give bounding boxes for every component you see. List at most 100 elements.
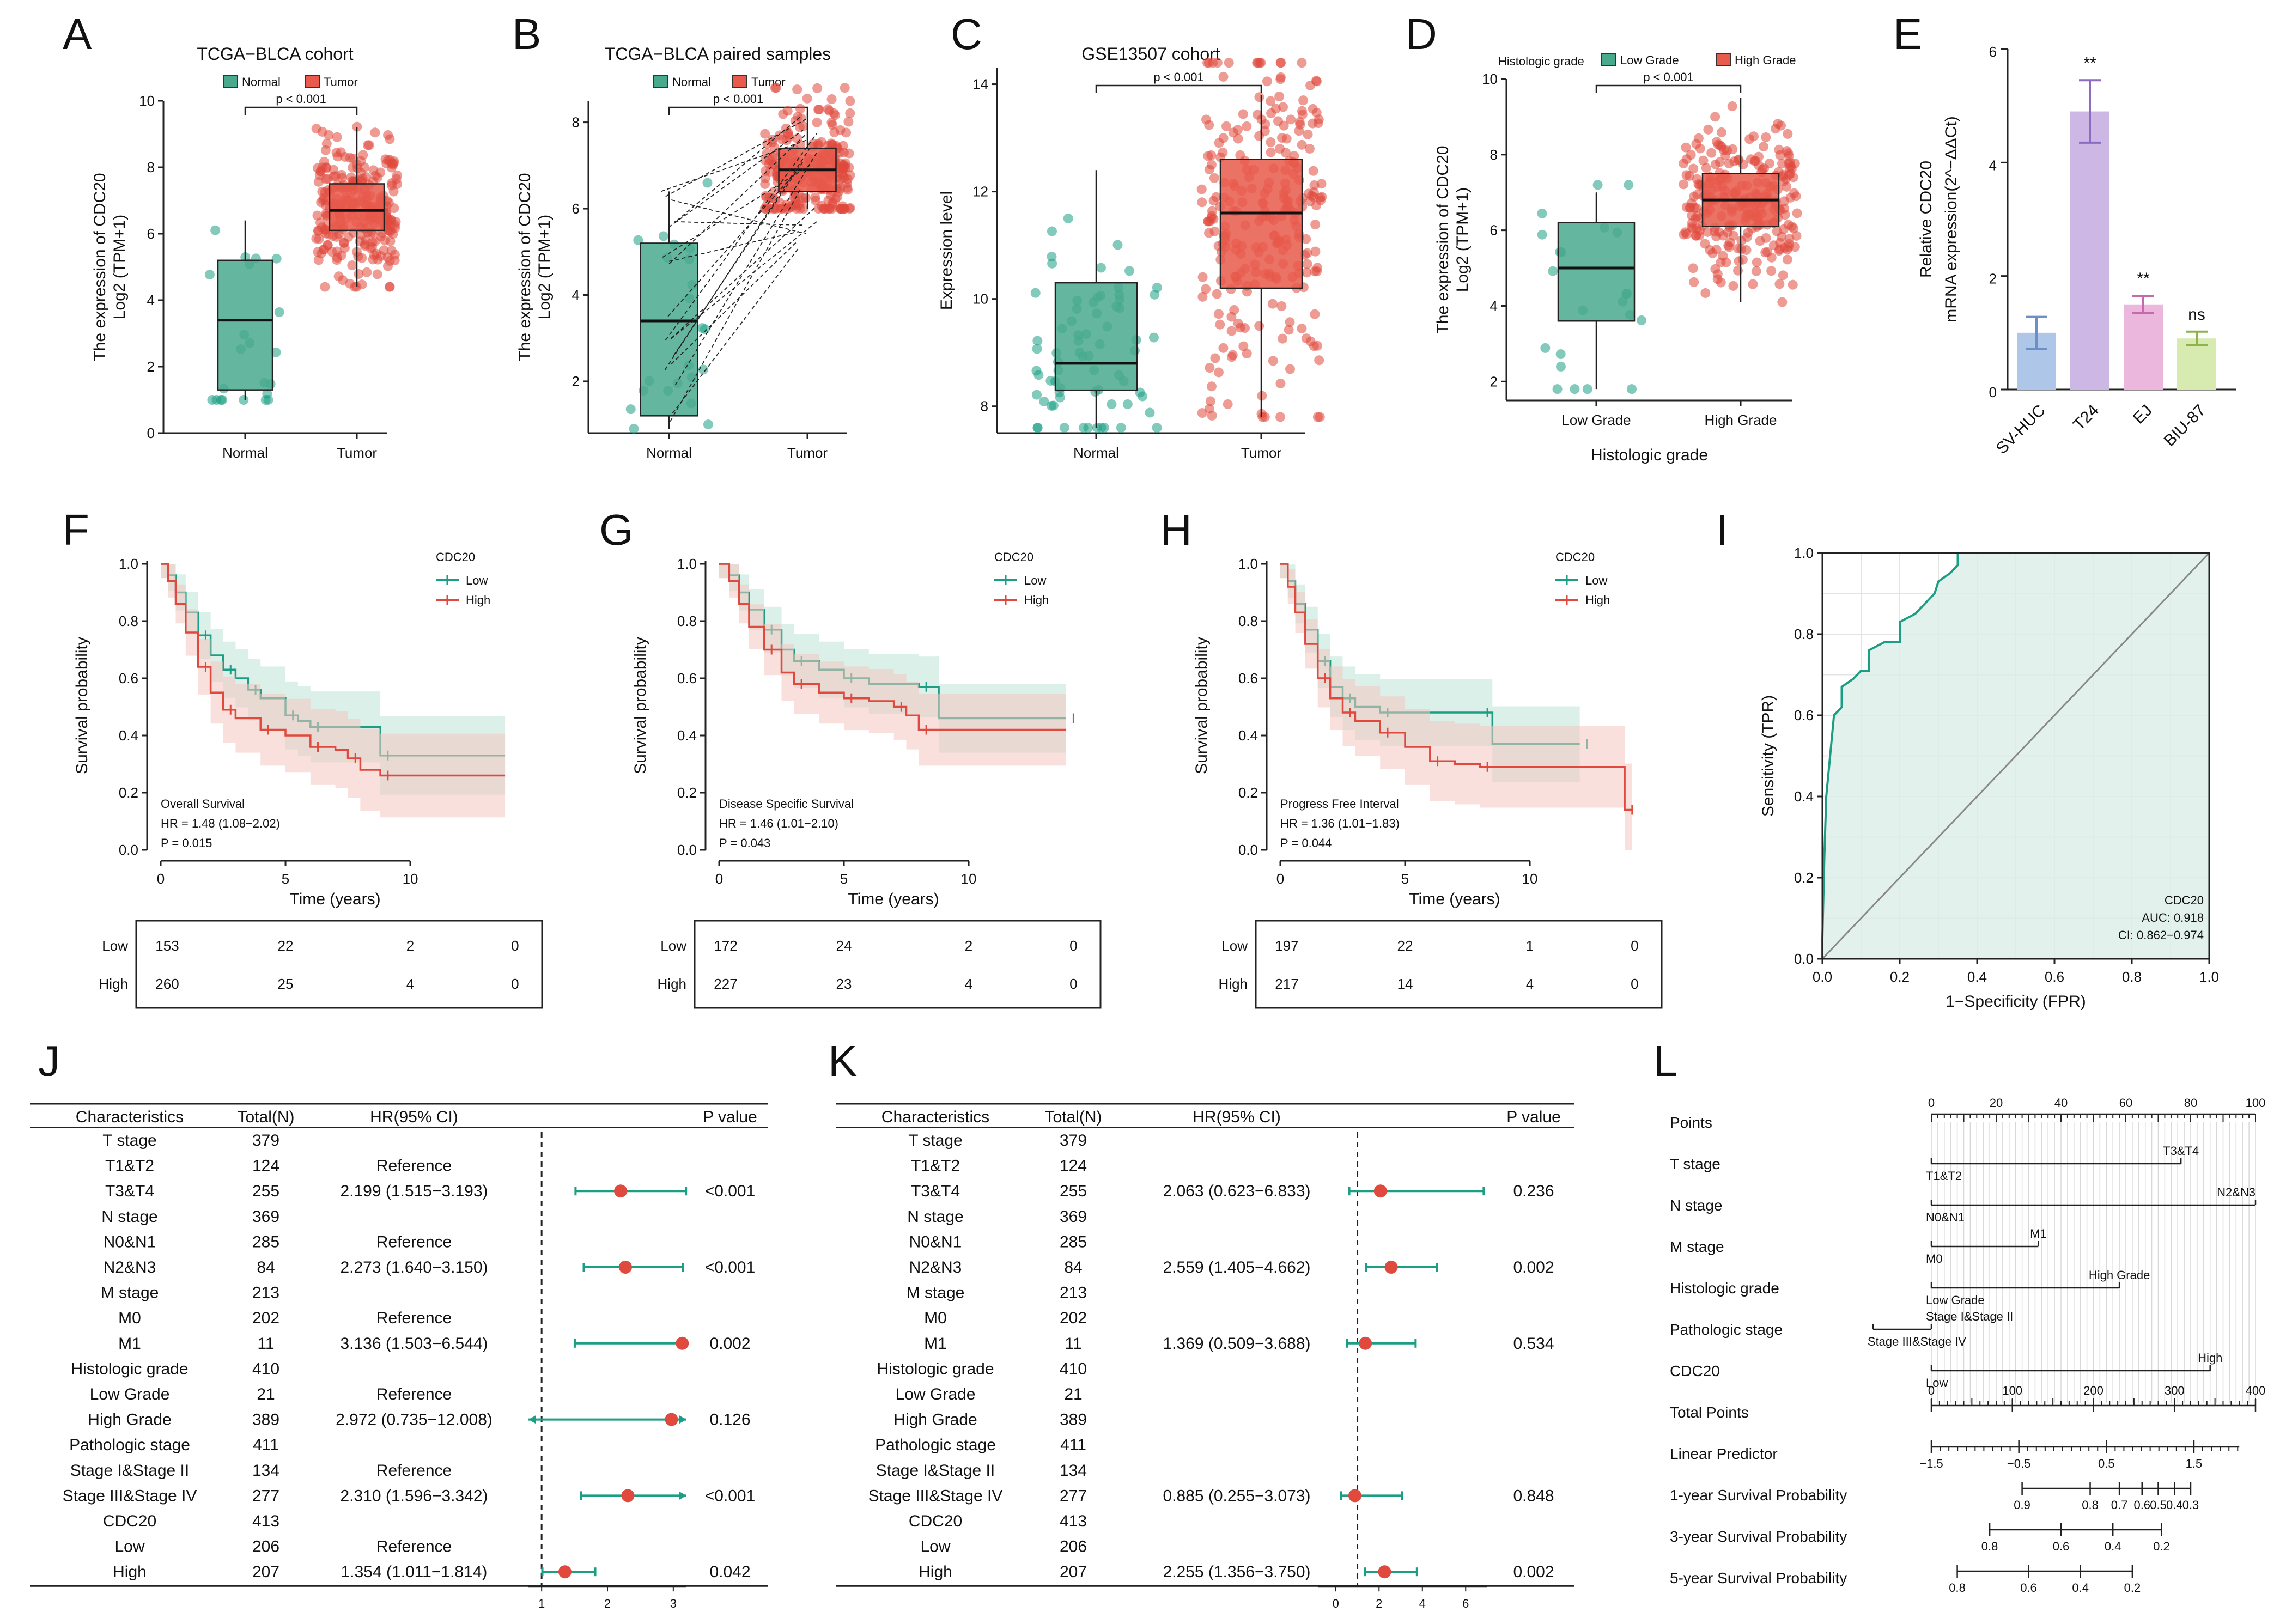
y-axis-label-group: The expression of CDC20 Log2 (TPM+1) bbox=[516, 173, 554, 361]
data-point bbox=[1759, 142, 1769, 152]
risk-count: 0 bbox=[511, 976, 519, 992]
data-point bbox=[1760, 247, 1771, 258]
panel-F: F 0.0 0.2 0.4 0.6 0.8 1.0 0 5 10 Time (years) Survi… bbox=[63, 506, 543, 1009]
hr-point bbox=[558, 1565, 572, 1579]
y-tick-label: 10 bbox=[139, 93, 155, 109]
nomogram-row-label: CDC20 bbox=[1670, 1363, 1720, 1379]
data-point bbox=[770, 83, 780, 93]
variable-level: High Grade bbox=[2089, 1268, 2150, 1282]
row-characteristic: T1&T2 bbox=[105, 1157, 154, 1175]
legend-title: CDC20 bbox=[436, 550, 475, 564]
y-tick-label: 0.6 bbox=[1238, 670, 1258, 686]
row-hr: 2.972 (0.735−12.008) bbox=[336, 1411, 493, 1429]
data-point bbox=[1314, 355, 1324, 366]
data-point bbox=[1226, 326, 1237, 336]
scale-tick-label: 0.6 bbox=[2020, 1581, 2037, 1595]
data-point bbox=[333, 271, 344, 282]
row-total: 134 bbox=[1060, 1462, 1087, 1480]
panel-C: C GSE13507 cohort 8 10 12 14 Expression level p… bbox=[938, 10, 1327, 461]
chart-title: GSE13507 cohort bbox=[1081, 44, 1220, 64]
data-point bbox=[392, 170, 402, 180]
significance-bracket bbox=[668, 106, 808, 115]
y-axis-label-group: Expression level bbox=[938, 191, 956, 310]
panel-label-E: E bbox=[1893, 10, 1922, 58]
data-point bbox=[1582, 384, 1592, 394]
points-tick-label: 60 bbox=[2119, 1096, 2132, 1110]
bar bbox=[2070, 111, 2109, 390]
data-point bbox=[1540, 343, 1551, 353]
legend-entry: High bbox=[466, 593, 490, 607]
data-point bbox=[1137, 391, 1147, 402]
data-point bbox=[1096, 423, 1107, 433]
data-point bbox=[207, 395, 217, 405]
y-axis-label: Expression level bbox=[938, 191, 956, 310]
data-point bbox=[332, 132, 342, 142]
row-characteristic: N2&N3 bbox=[909, 1258, 962, 1276]
row-pvalue: <0.001 bbox=[705, 1258, 756, 1276]
panel-A: A TCGA−BLCA cohort Normal Tumor 0 2 4 6 8 10 The e… bbox=[63, 10, 403, 461]
data-point bbox=[1312, 263, 1323, 273]
y-tick-label: 1.0 bbox=[1238, 556, 1258, 572]
data-point bbox=[370, 236, 380, 247]
data-point bbox=[840, 83, 850, 93]
panel-L: L Points 0 20 40 60 80 100 T stage T3&T4 T1&T2 N st… bbox=[1653, 1037, 2265, 1595]
data-point bbox=[217, 395, 228, 405]
y-axis-label: Survival probability bbox=[73, 637, 91, 774]
p-value: p < 0.001 bbox=[713, 92, 763, 106]
data-point bbox=[1738, 159, 1748, 169]
row-characteristic: M stage bbox=[907, 1284, 965, 1302]
column-header: Total(N) bbox=[237, 1108, 294, 1126]
row-characteristic: T stage bbox=[908, 1132, 963, 1149]
confidence-band bbox=[161, 564, 506, 818]
data-point bbox=[1238, 109, 1248, 119]
data-point bbox=[760, 173, 770, 184]
y-axis-label-2: Log2 (TPM+1) bbox=[536, 215, 554, 320]
scale-tick-label: 0.7 bbox=[2111, 1498, 2128, 1512]
data-point bbox=[1033, 370, 1044, 380]
nomogram-row-label: Pathologic stage bbox=[1670, 1321, 1783, 1338]
row-characteristic: N stage bbox=[101, 1208, 157, 1226]
data-point bbox=[274, 307, 284, 317]
row-hr: 2.273 (1.640−3.150) bbox=[340, 1258, 488, 1276]
x-tick-label: BIU-87 bbox=[2161, 402, 2209, 450]
row-characteristic: Low Grade bbox=[90, 1385, 170, 1403]
data-point bbox=[1197, 408, 1207, 418]
data-point bbox=[1197, 291, 1208, 302]
row-hr: Reference bbox=[376, 1157, 452, 1175]
nomogram-row-label: 5-year Survival Probability bbox=[1670, 1570, 1847, 1586]
data-point bbox=[1681, 154, 1692, 165]
scale-tick-label: −1.5 bbox=[1919, 1457, 1943, 1470]
ci-arrow bbox=[528, 1415, 536, 1424]
y-axis-label-group: The expression of CDC20 Log2 (TPM+1) bbox=[91, 173, 129, 361]
nomogram-row-label: Linear Predictor bbox=[1670, 1445, 1778, 1462]
pair-line bbox=[670, 190, 801, 422]
data-point bbox=[1748, 279, 1758, 289]
row-hr: 2.063 (0.623−6.833) bbox=[1163, 1182, 1310, 1200]
data-point bbox=[1742, 232, 1752, 242]
data-point bbox=[1715, 157, 1725, 167]
data-point bbox=[840, 204, 850, 214]
row-characteristic: M0 bbox=[118, 1309, 141, 1327]
data-point bbox=[1783, 220, 1794, 230]
nomogram-row-label: Points bbox=[1670, 1114, 1712, 1131]
nomogram-row-label: N stage bbox=[1670, 1197, 1723, 1214]
annotation-text: P = 0.043 bbox=[719, 836, 770, 850]
data-point bbox=[1686, 222, 1697, 233]
data-point bbox=[1150, 289, 1160, 300]
nomogram-row-label: 3-year Survival Probability bbox=[1670, 1528, 1847, 1545]
chart-title: TCGA−BLCA paired samples bbox=[605, 44, 831, 64]
data-point bbox=[1148, 332, 1159, 343]
data-point bbox=[1309, 341, 1319, 351]
data-point bbox=[1242, 349, 1252, 359]
x-tick-label: Normal bbox=[222, 445, 268, 461]
data-point bbox=[1310, 309, 1320, 319]
row-total: 84 bbox=[1064, 1258, 1082, 1276]
data-point bbox=[1312, 76, 1322, 87]
data-point bbox=[1078, 423, 1089, 433]
y-tick-label: 0.6 bbox=[677, 670, 697, 686]
x-tick-label: 0.6 bbox=[2045, 969, 2064, 985]
data-point bbox=[1302, 248, 1312, 258]
risk-count: 0 bbox=[1631, 938, 1638, 954]
data-point bbox=[1253, 58, 1263, 68]
y-axis-label-2: Log2 (TPM+1) bbox=[1454, 187, 1472, 293]
